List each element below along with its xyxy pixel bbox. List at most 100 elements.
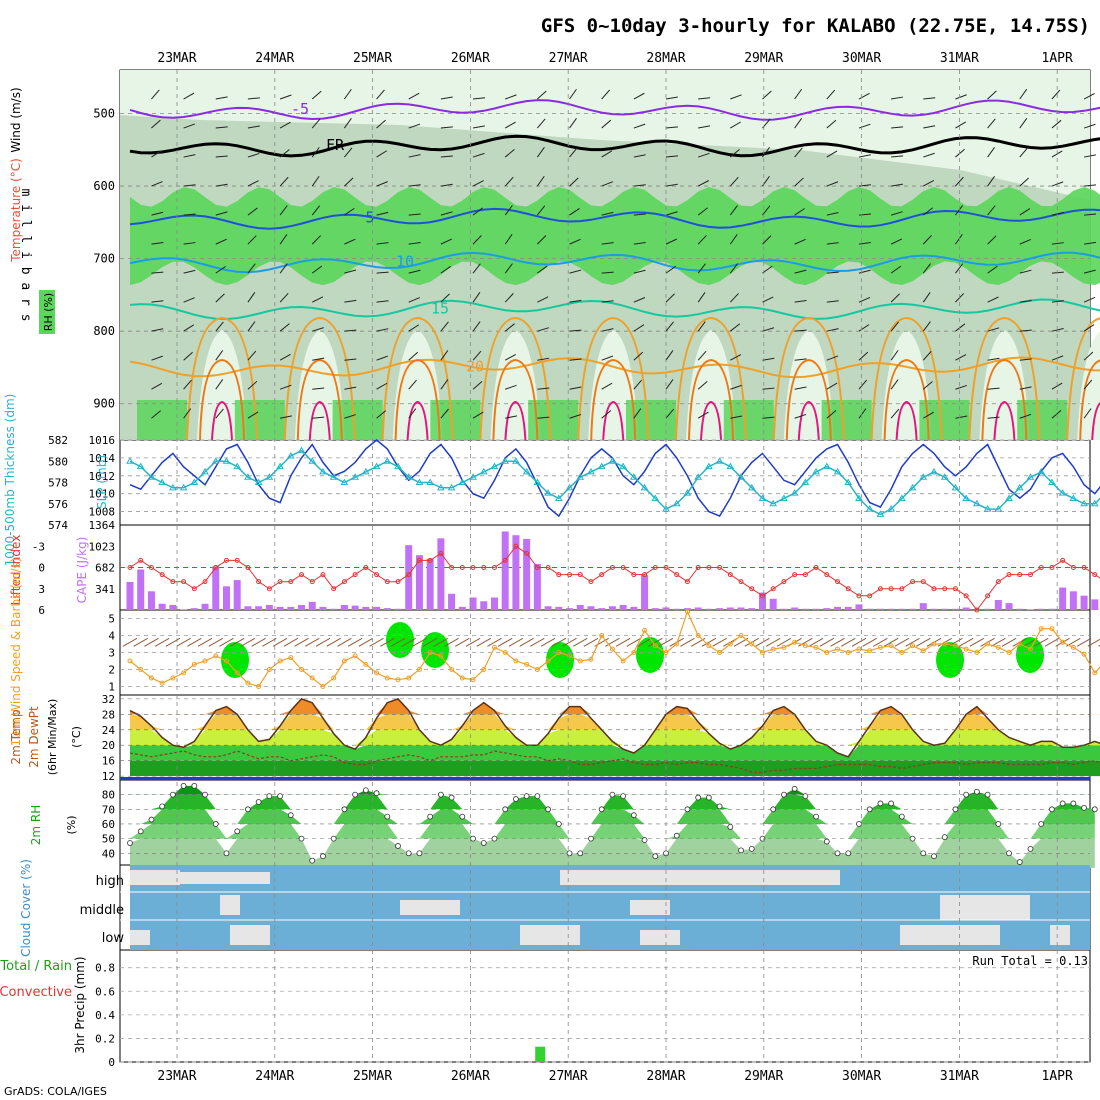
wind-barb: [858, 213, 871, 216]
wind10-barb: [390, 637, 406, 647]
wind-speed-marker: [1006, 650, 1012, 655]
wind-barb: [1019, 358, 1032, 361]
cape-bar: [469, 597, 477, 610]
wind-barb: [858, 123, 871, 129]
wind10-barb: [154, 637, 170, 647]
ylabel-cape: CAPE (J/kg): [75, 537, 89, 604]
rh2m-marker: [1038, 821, 1045, 827]
cape-bar: [651, 608, 659, 610]
wind-barb: [729, 176, 739, 187]
wind-speed-marker: [1027, 646, 1033, 652]
wind-barb: [408, 154, 421, 158]
wind-barb: [730, 121, 741, 129]
cape-bar: [1069, 591, 1077, 610]
wind10-barb: [701, 637, 717, 647]
wind-barb: [472, 125, 485, 129]
wind-barb: [955, 354, 967, 361]
wind-barb: [762, 296, 774, 303]
wind-barb: [215, 379, 224, 390]
day-label-bottom: 28MAR: [646, 1069, 685, 1084]
rh2m-marker: [630, 812, 637, 819]
wind-barb: [408, 92, 420, 100]
wind-barb: [247, 207, 258, 216]
rh2m-marker: [405, 850, 412, 857]
wind-barb: [730, 384, 742, 390]
wind-barb: [215, 408, 224, 419]
wind-tick-label: 2: [108, 664, 115, 677]
wind-barb: [1051, 271, 1064, 274]
rh2m-marker: [159, 803, 166, 810]
wind-barb: [665, 350, 674, 361]
thickness-marker: [426, 478, 435, 485]
cape-bar: [308, 601, 316, 610]
wind-barb: [344, 299, 357, 303]
thickness-marker: [855, 494, 863, 501]
wind-barb: [729, 293, 739, 303]
cape-bar: [737, 607, 745, 610]
wind10-barb: [197, 637, 213, 647]
thickness-marker: [136, 462, 145, 470]
day-label-bottom: 31MAR: [940, 1069, 979, 1084]
wind10-barb: [808, 637, 824, 647]
wind-barb: [472, 97, 486, 100]
wind-barb: [987, 147, 996, 158]
wind-barb: [891, 96, 904, 100]
cloud-clear-patch: [130, 930, 150, 945]
wind-barb: [729, 263, 738, 274]
thickness-marker: [844, 478, 853, 485]
wind-barb: [408, 408, 417, 419]
wind10-barb: [487, 637, 502, 647]
li-tick-label: -3: [32, 540, 45, 553]
wind-barb: [665, 238, 678, 245]
wind10-barb: [862, 637, 877, 647]
cape-bar: [866, 608, 874, 610]
thickness-marker: [168, 483, 177, 491]
wind10-barb: [530, 637, 545, 647]
wind10-barb: [380, 637, 395, 647]
cape-bar: [394, 608, 402, 610]
wind-barb: [794, 88, 802, 100]
thickness-marker: [201, 467, 209, 475]
wind-barb: [279, 176, 289, 187]
wind-barb: [794, 413, 807, 419]
wind-speed-marker: [652, 643, 658, 649]
wind-speed-marker: [813, 644, 819, 650]
wind-barb: [151, 355, 163, 361]
li-marker: [684, 579, 690, 585]
wind-speed-marker: [1081, 651, 1087, 657]
rh-saturated-patch: [421, 632, 449, 668]
wind-barb: [891, 183, 904, 187]
wind-barb: [794, 238, 806, 245]
wind-barb: [504, 205, 513, 216]
wind10-barb: [873, 637, 888, 647]
cloud-clear-patch: [130, 870, 180, 885]
wind-barb: [312, 387, 325, 390]
wind-barb: [891, 155, 904, 158]
wind-barb: [536, 175, 545, 187]
wind-speed-marker: [299, 667, 305, 672]
day-label-top: 25MAR: [353, 51, 392, 66]
li-marker: [427, 557, 433, 563]
wind-barb: [665, 183, 678, 187]
wind-barb: [311, 175, 320, 187]
rh2m-marker: [234, 828, 241, 835]
li-marker: [299, 572, 305, 578]
wind10-barb: [412, 637, 427, 647]
rh2m-marker: [588, 835, 594, 842]
wind-speed-marker: [695, 633, 701, 638]
cape-bar: [1048, 608, 1056, 610]
wind-speed-marker: [867, 648, 873, 654]
wind-barb: [151, 119, 161, 129]
wind-barb: [890, 350, 899, 361]
cloud-clear-patch: [900, 925, 1000, 945]
cape-bar: [126, 581, 134, 610]
cape-bar: [523, 538, 531, 610]
wind10-barb: [229, 637, 245, 647]
wind-barb: [729, 234, 738, 245]
thickness-marker: [297, 446, 306, 454]
wind-barb: [408, 324, 420, 332]
wind-barb: [183, 269, 196, 274]
thickness-marker: [1037, 467, 1046, 475]
rh2m-marker: [641, 837, 648, 843]
wind-speed-marker: [266, 667, 272, 672]
